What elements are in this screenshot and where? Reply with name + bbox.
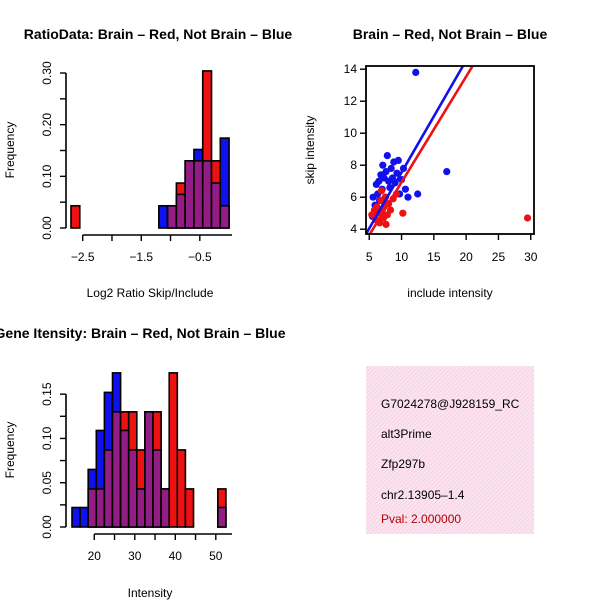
brain-point xyxy=(399,209,407,217)
ratio-y-tick-label: 0.10 xyxy=(40,164,54,188)
brain-point xyxy=(386,206,395,214)
intensity-bar-top xyxy=(168,372,179,528)
brain-point xyxy=(523,214,532,222)
info-box-background xyxy=(366,366,534,534)
brain-point xyxy=(382,220,390,228)
brain-point xyxy=(377,187,386,195)
not-brain-point xyxy=(443,168,451,176)
location-text: chr2.13905–1.4 xyxy=(381,488,465,502)
not-brain-point xyxy=(414,190,422,198)
intensity-bar-hatch xyxy=(105,450,112,526)
ratio-histogram-xlabel: Log2 Ratio Skip/Include xyxy=(87,286,214,300)
scatter-y-tick-label: 14 xyxy=(344,62,358,76)
ratio-x-tick-label: −1.5 xyxy=(129,250,153,264)
ratio-bar-hatch xyxy=(212,184,220,227)
gene-intensity-axes: 20 30 40 50 0.00 0.05 0.10 0.15 xyxy=(40,382,232,563)
intensity-bar-hatch xyxy=(89,489,96,526)
intensity-x-tick-label: 50 xyxy=(209,549,223,563)
ratio-bar-hatch xyxy=(186,161,193,227)
not-brain-point xyxy=(383,152,391,160)
not-brain-point xyxy=(404,193,412,201)
pval-text: Pval: 2.000000 xyxy=(381,512,461,526)
scatter-x-tick-label: 15 xyxy=(427,250,441,264)
ratio-bar-hatch xyxy=(221,206,229,227)
intensity-bar-hatch xyxy=(162,489,169,526)
intensity-bar-top xyxy=(79,506,90,528)
ratio-bar-hatch xyxy=(168,206,176,227)
scatter-title: Brain – Red, Not Brain – Blue xyxy=(353,26,548,42)
ratio-y-tick-label: 0.20 xyxy=(40,113,54,137)
gene-intensity-ylabel: Frequency xyxy=(3,422,17,479)
not-brain-point xyxy=(412,68,420,76)
gene-intensity-xlabel: Intensity xyxy=(128,586,173,600)
intensity-bar-hatch xyxy=(154,450,161,526)
event-type-text: alt3Prime xyxy=(381,427,432,441)
intensity-bar-hatch xyxy=(113,412,120,526)
ratio-histogram-panel: RatioData: Brain – Red, Not Brain – Blue… xyxy=(3,26,292,300)
not-brain-fit-line xyxy=(366,66,465,234)
event-id-text: G7024278@J928159_RC xyxy=(381,397,520,411)
intensity-y-tick-label: 0.00 xyxy=(40,515,54,539)
ratio-y-tick-label: 0.30 xyxy=(40,61,54,85)
scatter-frame xyxy=(365,65,535,235)
scatter-y-tick-label: 12 xyxy=(344,94,358,108)
not-brain-point xyxy=(387,164,395,172)
intensity-x-tick-label: 30 xyxy=(128,549,142,563)
gene-intensity-histogram-panel: Gene Itensity: Brain – Red, Not Brain – … xyxy=(0,325,286,600)
intensity-bar-hatch xyxy=(137,489,144,526)
scatter-points-group xyxy=(366,66,532,234)
ratio-bar-hatch xyxy=(177,195,185,227)
intensity-bar-hatch xyxy=(121,431,128,526)
ratio-histogram-ylabel: Frequency xyxy=(3,122,17,179)
ratio-histogram-bars xyxy=(70,70,230,229)
intensity-bar-top xyxy=(71,506,81,528)
ratio-bar-hatch xyxy=(203,161,211,227)
intensity-y-tick-label: 0.05 xyxy=(40,471,54,495)
scatter-axes: 5 10 15 20 25 30 4 6 8 10 12 14 xyxy=(344,62,538,264)
intensity-x-tick-label: 40 xyxy=(169,549,183,563)
gene-intensity-title: Gene Itensity: Brain – Red, Not Brain – … xyxy=(0,325,286,341)
scatter-x-tick-label: 10 xyxy=(395,250,409,264)
ratio-bar-hatch xyxy=(194,161,202,227)
intensity-bar-hatch xyxy=(145,412,153,526)
event-info-box: G7024278@J928159_RC alt3Prime Zfp297b ch… xyxy=(366,366,534,534)
scatter-x-tick-label: 25 xyxy=(492,250,506,264)
intensity-bar-hatch xyxy=(218,508,225,526)
scatter-y-tick-label: 10 xyxy=(344,126,358,140)
intensity-y-tick-label: 0.10 xyxy=(40,426,54,450)
ratio-bar-top xyxy=(70,204,81,229)
ratio-histogram-title: RatioData: Brain – Red, Not Brain – Blue xyxy=(24,26,293,42)
ratio-y-tick-label: 0.00 xyxy=(40,216,54,240)
intensity-bar-hatch xyxy=(97,489,104,526)
ratio-histogram-axes: −2.5 −1.5 −0.5 0.00 0.10 0.20 0.30 xyxy=(40,61,232,264)
scatter-plot-area xyxy=(365,65,535,235)
scatter-y-tick-label: 8 xyxy=(350,158,357,172)
intensity-scatter-panel: Brain – Red, Not Brain – Blue include in… xyxy=(303,26,547,300)
not-brain-point xyxy=(394,156,402,164)
scatter-x-tick-label: 5 xyxy=(366,250,373,264)
intensity-bar-hatch xyxy=(129,450,136,526)
scatter-x-tick-label: 30 xyxy=(524,250,538,264)
not-brain-point xyxy=(379,161,387,169)
ratio-x-tick-label: −2.5 xyxy=(71,250,95,264)
not-brain-point xyxy=(375,177,383,185)
intensity-y-tick-label: 0.15 xyxy=(40,382,54,406)
gene-name-text: Zfp297b xyxy=(381,457,425,471)
not-brain-point xyxy=(382,168,390,176)
not-brain-point xyxy=(401,185,410,193)
brain-point xyxy=(373,203,381,211)
intensity-bar-top xyxy=(176,449,187,528)
scatter-y-tick-label: 6 xyxy=(350,190,357,204)
intensity-x-tick-label: 20 xyxy=(88,549,102,563)
gene-intensity-bars xyxy=(71,372,227,528)
scatter-xlabel: include intensity xyxy=(407,286,492,300)
scatter-y-tick-label: 4 xyxy=(350,222,357,236)
intensity-bar-top xyxy=(184,488,195,528)
scatter-x-tick-label: 20 xyxy=(459,250,473,264)
scatter-ylabel: skip intensity xyxy=(303,116,317,185)
ratio-x-tick-label: −0.5 xyxy=(188,250,212,264)
brain-fit-line xyxy=(368,66,474,234)
ratio-bar-top xyxy=(158,204,169,229)
